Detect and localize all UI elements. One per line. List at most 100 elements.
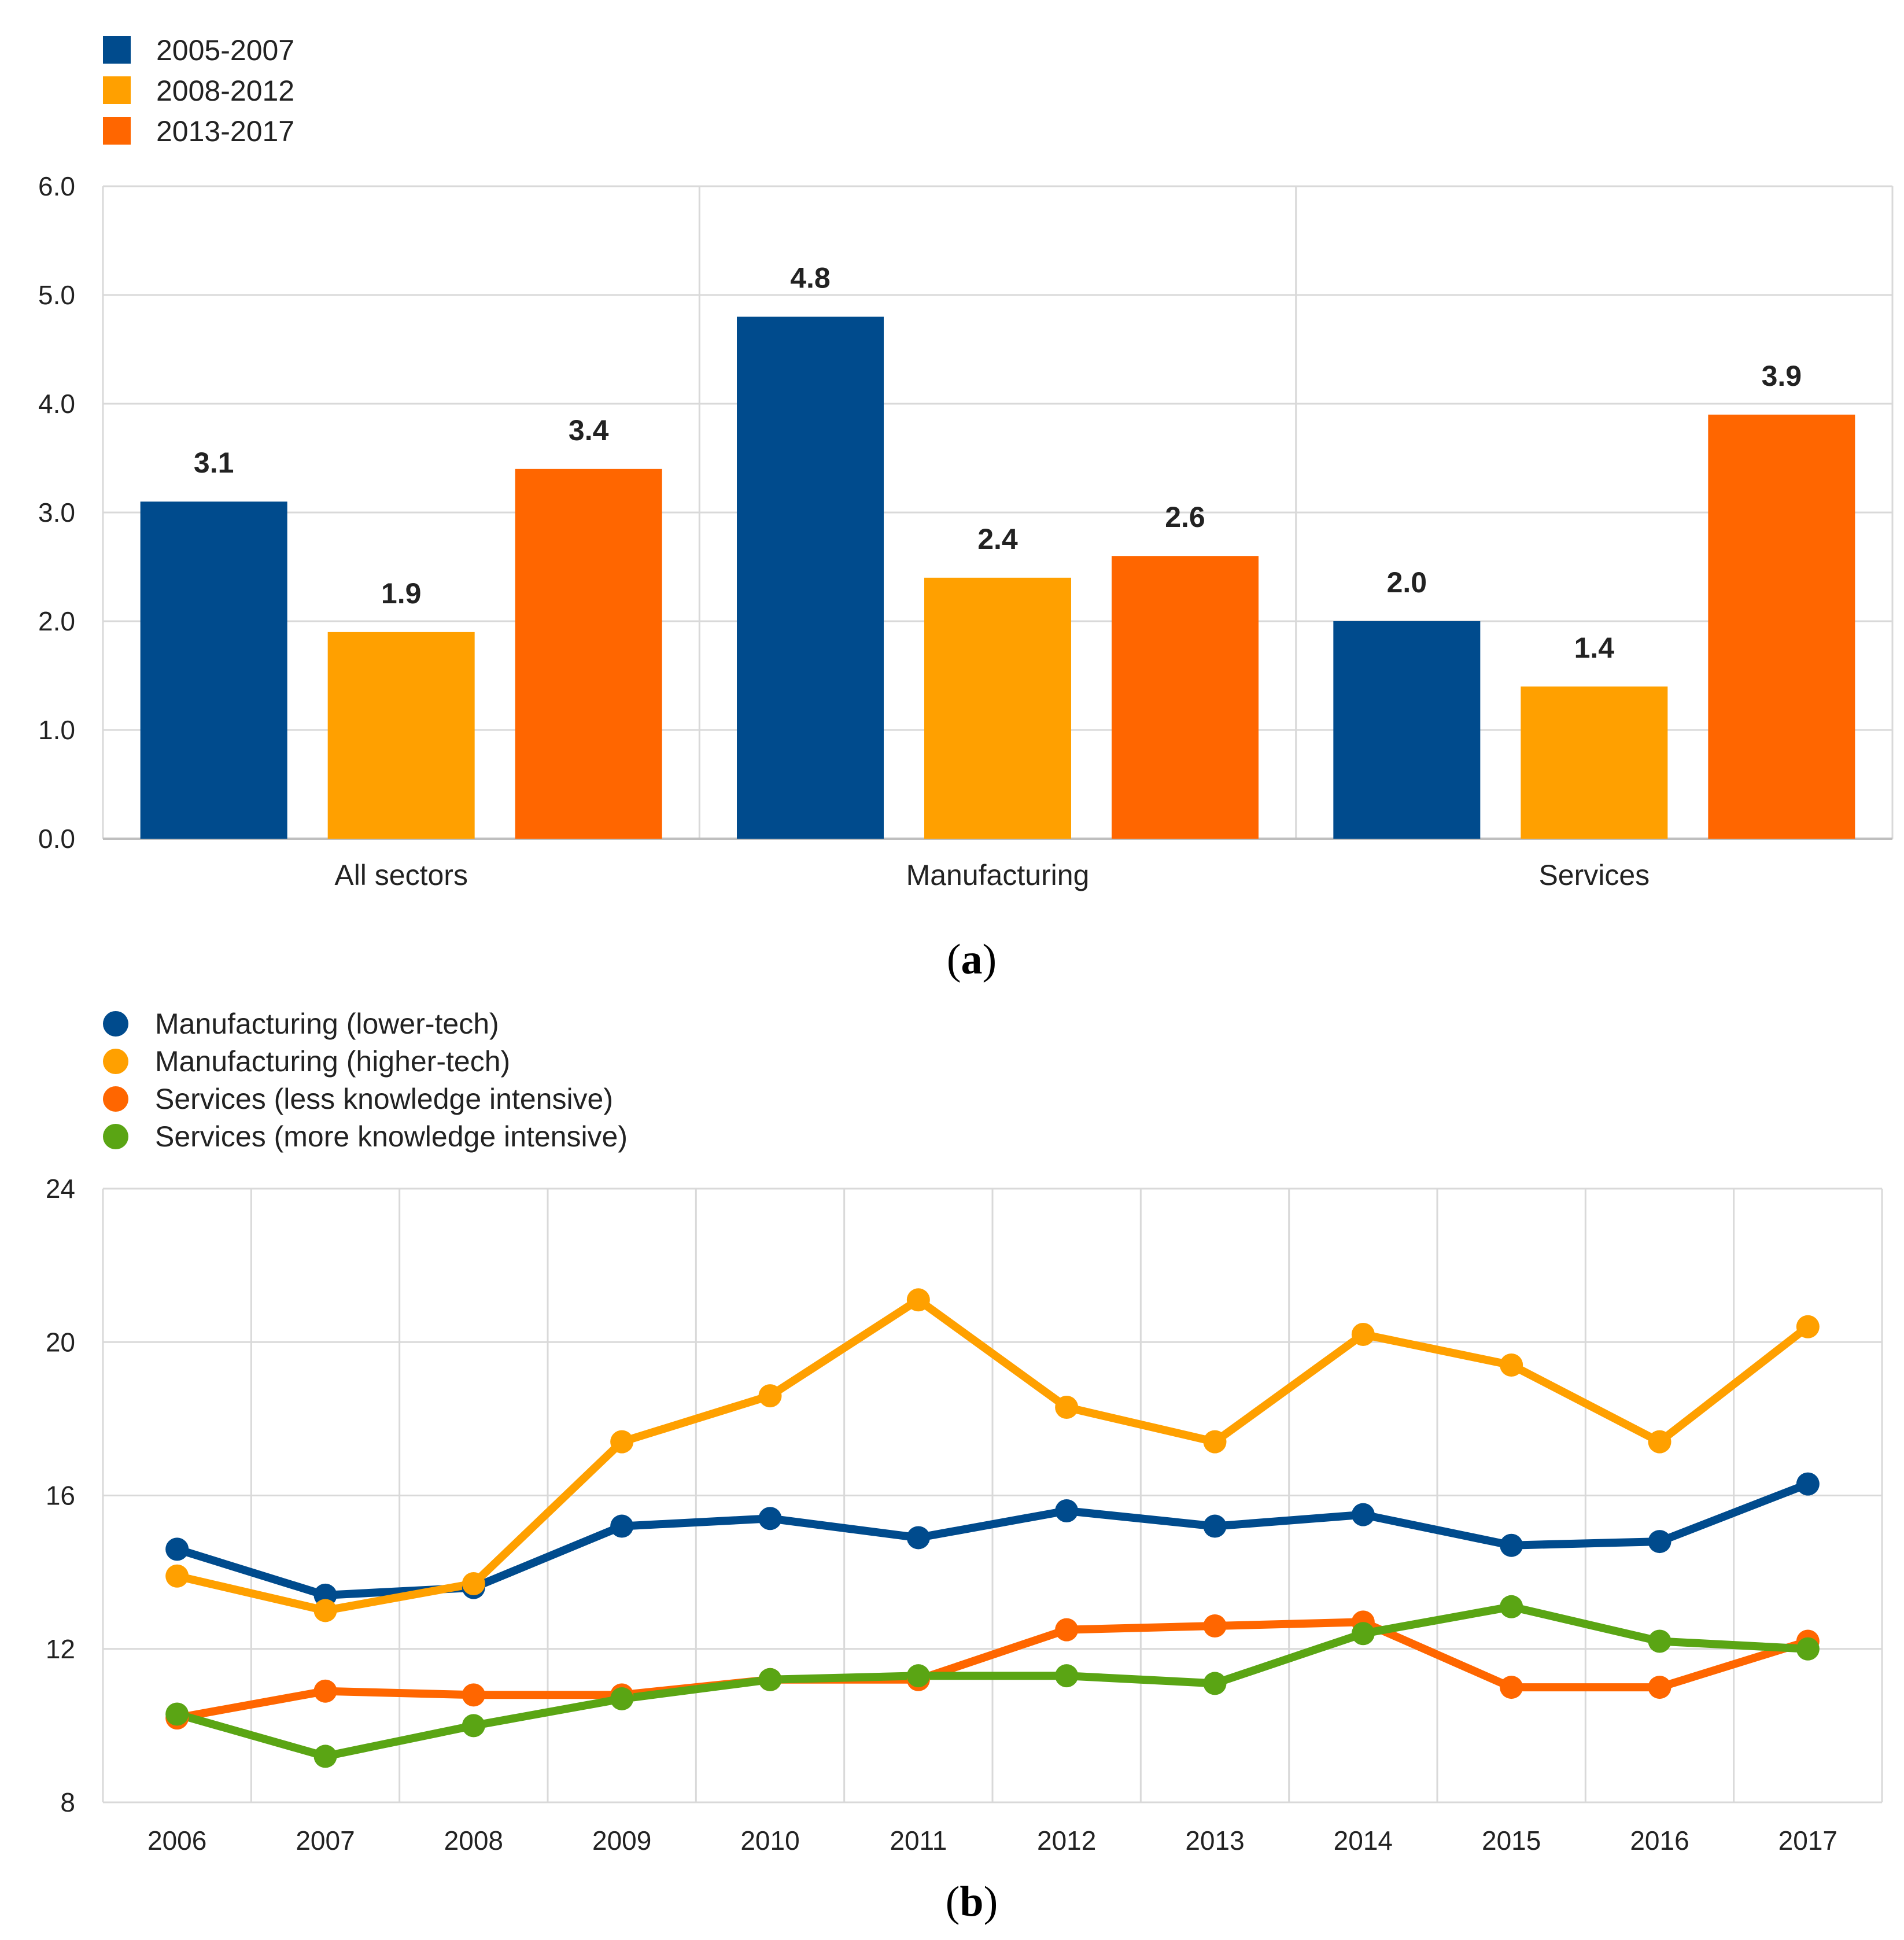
series-line-services-less-knowledge-intensive bbox=[173, 1618, 1812, 1723]
x-tick-label-2017: 2017 bbox=[1778, 1825, 1837, 1856]
point-manufacturing-lower-tech-2015 bbox=[1500, 1533, 1523, 1557]
panel-a-bars bbox=[140, 316, 1855, 839]
point-services-more-knowledge-intensive-2015 bbox=[1500, 1595, 1523, 1618]
legend-label-services-less-knowledge-intensive: Services (less knowledge intensive) bbox=[155, 1083, 613, 1115]
panel-a-y-axis-ticks: 0.0 1.0 2.0 3.0 4.0 5.0 6.0 bbox=[38, 171, 75, 854]
point-services-more-knowledge-intensive-2013 bbox=[1203, 1672, 1227, 1695]
y-tick-label: 4.0 bbox=[38, 389, 75, 419]
point-manufacturing-lower-tech-2010 bbox=[758, 1507, 782, 1530]
panel-b-series-lines bbox=[173, 1296, 1812, 1761]
bar-services-2013-2017 bbox=[1708, 414, 1855, 839]
point-manufacturing-higher-tech-2016 bbox=[1648, 1430, 1671, 1454]
bar-manufacturing-2013-2017 bbox=[1112, 556, 1259, 839]
bar-manufacturing-2005-2007 bbox=[737, 316, 884, 839]
panel-a-caption: (a) bbox=[947, 936, 997, 983]
panel-a-data-labels: 3.1 1.9 3.4 4.8 2.4 2.6 2.0 1.4 3.9 bbox=[194, 262, 1802, 664]
point-manufacturing-lower-tech-2006 bbox=[165, 1537, 189, 1561]
x-tick-label-2007: 2007 bbox=[296, 1825, 355, 1856]
point-services-more-knowledge-intensive-2011 bbox=[906, 1664, 930, 1688]
point-manufacturing-higher-tech-2006 bbox=[165, 1564, 189, 1588]
point-manufacturing-higher-tech-2008 bbox=[462, 1572, 485, 1596]
y-tick-label: 6.0 bbox=[38, 171, 75, 201]
legend-marker-manufacturing-higher-tech bbox=[103, 1049, 128, 1074]
point-services-more-knowledge-intensive-2008 bbox=[462, 1714, 485, 1738]
point-manufacturing-higher-tech-2014 bbox=[1351, 1322, 1375, 1346]
legend-label-manufacturing-higher-tech: Manufacturing (higher-tech) bbox=[155, 1045, 510, 1078]
x-tick-label-2006: 2006 bbox=[147, 1825, 206, 1856]
caption-b-close: ) bbox=[984, 1878, 998, 1926]
x-tick-label-2011: 2011 bbox=[890, 1825, 947, 1856]
x-tick-label-2014: 2014 bbox=[1334, 1825, 1393, 1856]
point-services-less-knowledge-intensive-2012 bbox=[1055, 1618, 1079, 1642]
y-tick-label: 16 bbox=[46, 1481, 75, 1511]
point-manufacturing-lower-tech-2014 bbox=[1351, 1503, 1375, 1526]
x-tick-label-2015: 2015 bbox=[1482, 1825, 1541, 1856]
point-services-less-knowledge-intensive-2013 bbox=[1203, 1614, 1227, 1637]
point-manufacturing-higher-tech-2013 bbox=[1203, 1430, 1227, 1454]
y-tick-label: 1.0 bbox=[38, 715, 75, 745]
point-services-more-knowledge-intensive-2006 bbox=[165, 1702, 189, 1726]
point-services-more-knowledge-intensive-2007 bbox=[313, 1744, 337, 1768]
bar-manufacturing-2008-2012 bbox=[924, 577, 1071, 839]
category-label-services: Services bbox=[1538, 859, 1650, 891]
legend-label-manufacturing-lower-tech: Manufacturing (lower-tech) bbox=[155, 1008, 499, 1040]
data-label-services-2008-2012: 1.4 bbox=[1574, 632, 1615, 664]
legend-marker-services-less-knowledge-intensive bbox=[103, 1086, 128, 1112]
point-services-less-knowledge-intensive-2007 bbox=[313, 1679, 337, 1703]
point-manufacturing-higher-tech-2010 bbox=[758, 1384, 782, 1408]
point-manufacturing-lower-tech-2011 bbox=[906, 1526, 930, 1550]
point-manufacturing-higher-tech-2017 bbox=[1796, 1315, 1820, 1338]
category-label-all-sectors: All sectors bbox=[334, 859, 468, 891]
x-tick-label-2008: 2008 bbox=[444, 1825, 503, 1856]
point-services-more-knowledge-intensive-2012 bbox=[1055, 1664, 1079, 1688]
point-manufacturing-lower-tech-2016 bbox=[1648, 1530, 1671, 1554]
point-services-more-knowledge-intensive-2010 bbox=[758, 1668, 782, 1691]
point-manufacturing-lower-tech-2013 bbox=[1203, 1514, 1227, 1538]
caption-b-letter: b bbox=[960, 1878, 983, 1926]
series-line-services-more-knowledge-intensive bbox=[173, 1602, 1812, 1761]
panel-b-gridlines bbox=[102, 1187, 1883, 1803]
panel-b-line-chart: Manufacturing (lower-tech) Manufacturing … bbox=[46, 1008, 1883, 1926]
caption-a-close: ) bbox=[983, 936, 997, 983]
category-label-manufacturing: Manufacturing bbox=[906, 859, 1090, 891]
point-manufacturing-higher-tech-2009 bbox=[610, 1430, 634, 1454]
panel-a-category-labels: All sectors Manufacturing Services bbox=[334, 859, 1650, 891]
caption-b-open: ( bbox=[946, 1878, 960, 1926]
legend-label-2008-2012: 2008-2012 bbox=[156, 75, 294, 107]
legend-marker-services-more-knowledge-intensive bbox=[103, 1124, 128, 1149]
point-manufacturing-higher-tech-2011 bbox=[906, 1288, 930, 1312]
panel-a-bar-chart: 2005-2007 2008-2012 2013-2017 0.0 1.0 2.0 3.0… bbox=[38, 34, 1894, 983]
point-services-less-knowledge-intensive-2016 bbox=[1648, 1676, 1671, 1699]
bar-all-sectors-2008-2012 bbox=[327, 632, 475, 839]
panel-a-legend: 2005-2007 2008-2012 2013-2017 bbox=[103, 34, 294, 147]
legend-label-services-more-knowledge-intensive: Services (more knowledge intensive) bbox=[155, 1120, 628, 1153]
panel-b-x-axis-ticks: 2006 2007 2008 2009 2010 2011 2012 2013 2014 2015… bbox=[147, 1825, 1837, 1856]
bar-services-2005-2007 bbox=[1333, 621, 1481, 839]
legend-label-2013-2017: 2013-2017 bbox=[156, 115, 294, 147]
legend-swatch-2013-2017 bbox=[103, 117, 131, 145]
y-tick-label: 2.0 bbox=[38, 606, 75, 636]
caption-a-letter: a bbox=[961, 936, 983, 983]
bar-all-sectors-2013-2017 bbox=[515, 469, 662, 839]
point-manufacturing-higher-tech-2007 bbox=[313, 1599, 337, 1622]
point-manufacturing-higher-tech-2015 bbox=[1500, 1353, 1523, 1377]
caption-a-open: ( bbox=[947, 936, 961, 983]
y-tick-label: 12 bbox=[46, 1634, 75, 1664]
x-tick-label-2009: 2009 bbox=[592, 1825, 651, 1856]
bar-services-2008-2012 bbox=[1521, 686, 1668, 839]
data-label-manufacturing-2013-2017: 2.6 bbox=[1165, 501, 1205, 533]
data-label-manufacturing-2008-2012: 2.4 bbox=[977, 523, 1018, 555]
legend-marker-manufacturing-lower-tech bbox=[103, 1011, 128, 1037]
point-services-less-knowledge-intensive-2008 bbox=[462, 1683, 485, 1707]
y-tick-label: 3.0 bbox=[38, 497, 75, 528]
data-label-manufacturing-2005-2007: 4.8 bbox=[790, 262, 831, 294]
panel-b-legend: Manufacturing (lower-tech) Manufacturing … bbox=[103, 1008, 628, 1153]
legend-label-2005-2007: 2005-2007 bbox=[156, 34, 294, 67]
x-tick-label-2010: 2010 bbox=[740, 1825, 799, 1856]
x-tick-label-2013: 2013 bbox=[1185, 1825, 1244, 1856]
legend-swatch-2008-2012 bbox=[103, 76, 131, 104]
y-tick-label: 20 bbox=[46, 1327, 75, 1357]
y-tick-label: 8 bbox=[60, 1787, 75, 1817]
point-manufacturing-lower-tech-2009 bbox=[610, 1514, 634, 1538]
